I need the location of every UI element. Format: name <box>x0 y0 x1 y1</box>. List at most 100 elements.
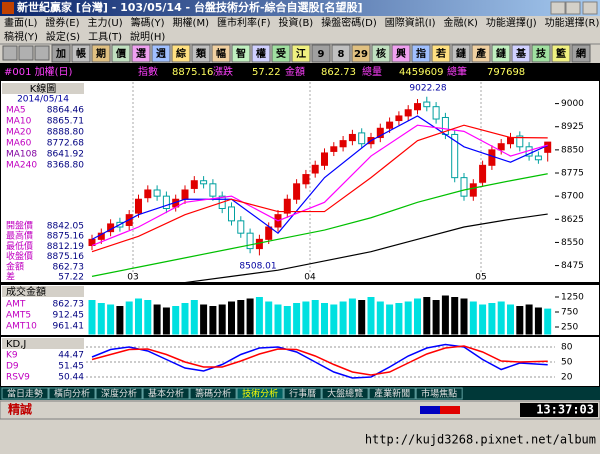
menu-item[interactable]: 設定(S) <box>46 30 80 43</box>
toolbar-label[interactable]: 核 <box>376 47 386 60</box>
menu-item[interactable]: 工具(T) <box>88 31 122 43</box>
toolbar-label[interactable]: 9 <box>318 49 325 60</box>
close-button[interactable] <box>582 1 598 15</box>
menu-item[interactable]: 操盤密碼(D) <box>321 16 377 29</box>
toolbar-label[interactable]: 價 <box>115 47 127 60</box>
toolbar-label[interactable]: 鏈 <box>496 47 507 60</box>
menu-item[interactable]: 匯市利率(F) <box>217 16 271 29</box>
toolbar-label[interactable]: 鏈 <box>456 47 467 60</box>
tab-label[interactable]: 大盤總覽 <box>327 388 363 400</box>
toolbar-icon[interactable] <box>34 45 50 61</box>
menu-item[interactable]: 功能選擇(R) <box>545 16 600 29</box>
toolbar-icon[interactable] <box>18 45 34 61</box>
toolbar-button[interactable] <box>211 44 231 63</box>
toolbar-button[interactable] <box>111 44 131 63</box>
toolbar-label[interactable]: 基 <box>515 47 527 60</box>
tab[interactable] <box>321 387 369 400</box>
toolbar-label[interactable]: 類 <box>195 47 207 60</box>
minimize-button[interactable] <box>550 1 566 15</box>
tab-label[interactable]: 籌碼分析 <box>195 388 231 400</box>
toolbar-button[interactable] <box>91 44 111 63</box>
tab-label[interactable]: 基本分析 <box>148 388 184 400</box>
tab-label[interactable]: 技術分析 <box>242 388 278 400</box>
maximize-button[interactable] <box>565 1 581 15</box>
toolbar-label[interactable]: 週 <box>156 48 166 60</box>
toolbar-button[interactable] <box>171 44 191 63</box>
toolbar-label[interactable]: 帳 <box>76 47 86 60</box>
tab[interactable] <box>95 387 143 400</box>
menu-item[interactable]: 國際資訊(I) <box>385 16 436 29</box>
toolbar-label[interactable]: 江 <box>296 47 306 60</box>
menu-item[interactable]: 功能選擇(J) <box>486 16 537 29</box>
tab[interactable] <box>1 387 49 400</box>
tab-label[interactable]: 行事曆 <box>289 388 316 400</box>
toolbar-button[interactable] <box>371 44 391 63</box>
tab[interactable] <box>236 387 284 400</box>
tab-label[interactable]: 橫向分析 <box>54 388 90 400</box>
menu-item[interactable]: 稿視(Y) <box>4 30 38 43</box>
toolbar-label[interactable]: 智 <box>236 47 246 60</box>
toolbar-button[interactable] <box>291 44 311 63</box>
stat-label: 開盤價 <box>6 220 33 232</box>
menu-item[interactable]: 籌碼(Y) <box>131 16 165 29</box>
menu-item[interactable]: 金融(K) <box>444 16 478 29</box>
toolbar-button[interactable] <box>431 44 451 63</box>
tab[interactable] <box>142 387 190 400</box>
toolbar-label[interactable]: 綜 <box>176 47 186 60</box>
menu-item[interactable]: 畫面(L) <box>4 16 37 29</box>
toolbar-label[interactable]: 幅 <box>216 47 226 60</box>
toolbar-button[interactable] <box>191 44 211 63</box>
toolbar-button[interactable] <box>451 44 471 63</box>
toolbar-label[interactable]: 興 <box>396 47 406 60</box>
toolbar-button[interactable] <box>511 44 531 63</box>
menu-item[interactable]: 證券(E) <box>45 16 79 29</box>
menu-item[interactable]: 投資(B) <box>279 16 314 29</box>
toolbar-button[interactable] <box>71 44 91 63</box>
tab-label[interactable]: 市場焦點 <box>421 388 457 400</box>
toolbar-button[interactable] <box>471 44 491 63</box>
toolbar-label[interactable]: 產 <box>475 47 486 60</box>
toolbar-label[interactable]: 8 <box>338 49 345 60</box>
toolbar-button[interactable] <box>131 44 151 63</box>
toolbar-button[interactable] <box>151 44 171 63</box>
tab[interactable] <box>283 387 322 400</box>
tab[interactable] <box>368 387 416 400</box>
toolbar-label[interactable]: 29 <box>354 49 368 60</box>
tab-label[interactable]: 當日走勢 <box>7 388 43 400</box>
tab[interactable] <box>48 387 96 400</box>
toolbar-button[interactable] <box>551 44 571 63</box>
toolbar-button[interactable] <box>531 44 551 63</box>
toolbar-label[interactable]: 加 <box>55 47 66 60</box>
toolbar-label[interactable]: 期 <box>96 47 106 60</box>
tab-label[interactable]: 產業新聞 <box>374 388 410 400</box>
toolbar-button[interactable] <box>411 44 431 63</box>
toolbar-button[interactable] <box>51 44 71 63</box>
toolbar-label[interactable]: 權 <box>256 47 266 60</box>
tab-label[interactable]: 深度分析 <box>101 388 137 400</box>
toolbar-icon[interactable] <box>2 45 18 61</box>
tab[interactable] <box>415 387 463 400</box>
toolbar-label[interactable]: 網 <box>576 47 586 60</box>
menu-item[interactable]: 主力(U) <box>88 16 123 29</box>
toolbar-label[interactable]: 籃 <box>555 47 566 60</box>
toolbar-label[interactable]: 指 <box>416 47 426 60</box>
tab[interactable] <box>189 387 237 400</box>
toolbar-button[interactable] <box>311 44 331 63</box>
toolbar-button[interactable] <box>391 44 411 63</box>
toolbar-label[interactable]: 受 <box>276 47 286 60</box>
toolbar-button[interactable] <box>491 44 511 63</box>
toolbar-label[interactable]: 技 <box>536 47 547 60</box>
toolbar-button[interactable] <box>571 44 591 63</box>
toolbar-button[interactable] <box>271 44 291 63</box>
toolbar-label[interactable]: 選 <box>136 47 146 60</box>
toolbar-label[interactable]: 若 <box>435 47 446 60</box>
toolbar-button[interactable] <box>231 44 251 63</box>
menu-item[interactable]: 期權(M) <box>173 16 210 29</box>
stat-value: 8875.16 <box>47 232 84 242</box>
toolbar-button[interactable] <box>251 44 271 63</box>
menu-item[interactable]: 說明(H) <box>130 30 165 43</box>
window-buttons[interactable] <box>550 1 598 15</box>
toolbar-button[interactable] <box>331 44 351 63</box>
clock-box <box>520 403 598 417</box>
toolbar-button[interactable] <box>351 44 371 63</box>
